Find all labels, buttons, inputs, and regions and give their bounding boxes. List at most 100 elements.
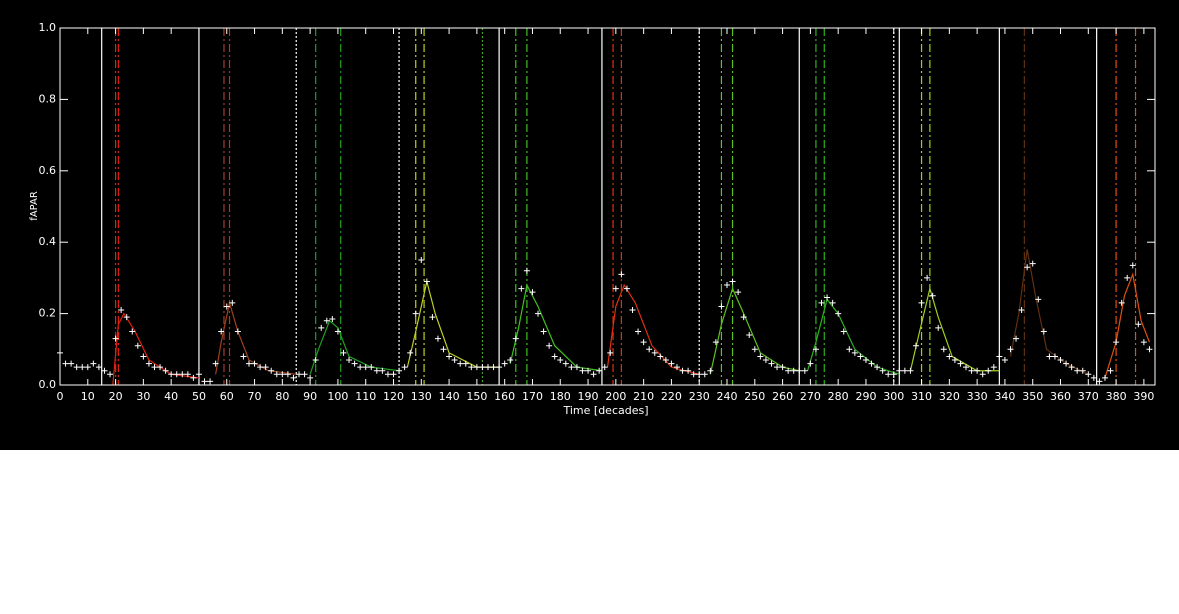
data-point (668, 360, 675, 367)
x-tick-label: 40 (164, 390, 178, 403)
data-point (423, 278, 430, 285)
data-point (507, 357, 514, 364)
data-point (357, 364, 364, 371)
data-point (107, 371, 114, 378)
data-point (690, 371, 697, 378)
data-point (95, 364, 102, 371)
x-tick-label: 240 (717, 390, 738, 403)
data-point (885, 371, 892, 378)
x-tick-label: 370 (1078, 390, 1099, 403)
x-tick-label: 140 (439, 390, 460, 403)
data-point (73, 364, 80, 371)
data-point (390, 371, 397, 378)
data-point (379, 367, 386, 374)
data-point (874, 364, 881, 371)
data-point (145, 360, 152, 367)
data-point (1013, 335, 1020, 342)
data-point (84, 364, 91, 371)
data-point (712, 339, 719, 346)
x-tick-label: 350 (1022, 390, 1043, 403)
data-point (979, 371, 986, 378)
data-point (829, 299, 836, 306)
data-point (134, 342, 141, 349)
data-point (1051, 353, 1058, 360)
data-point (596, 367, 603, 374)
data-point (718, 303, 725, 310)
data-point (740, 314, 747, 321)
data-point (384, 371, 391, 378)
data-point (1024, 264, 1031, 271)
data-point (568, 364, 575, 371)
data-point (907, 367, 914, 374)
data-point (490, 364, 497, 371)
data-point (851, 349, 858, 356)
data-point (229, 299, 236, 306)
data-point (1007, 346, 1014, 353)
data-point (996, 353, 1003, 360)
data-point (685, 367, 692, 374)
x-tick-label: 60 (220, 390, 234, 403)
data-point (512, 335, 519, 342)
x-tick-label: 130 (411, 390, 432, 403)
data-point (824, 294, 831, 301)
x-axis-label: Time [decades] (562, 404, 648, 417)
data-point (1107, 367, 1114, 374)
x-tick-label: 250 (744, 390, 765, 403)
data-point (218, 328, 225, 335)
x-tick-label: 120 (383, 390, 404, 403)
data-point (129, 328, 136, 335)
data-point (940, 346, 947, 353)
data-point (1057, 357, 1064, 364)
data-point (207, 378, 214, 385)
data-point (251, 360, 258, 367)
x-tick-label: 100 (327, 390, 348, 403)
data-point (1035, 296, 1042, 303)
y-tick-label: 0.6 (39, 164, 57, 177)
data-point (90, 360, 97, 367)
data-point (562, 360, 569, 367)
data-point (118, 307, 125, 314)
data-point (929, 292, 936, 299)
x-tick-label: 230 (689, 390, 710, 403)
x-tick-label: 0 (57, 390, 64, 403)
x-tick-label: 20 (109, 390, 123, 403)
data-point (195, 371, 202, 378)
data-point (601, 364, 608, 371)
data-point (801, 367, 808, 374)
data-point (762, 357, 769, 364)
data-point (162, 367, 169, 374)
data-point (629, 307, 636, 314)
data-point (368, 364, 375, 371)
data-point (140, 353, 147, 360)
data-point (279, 371, 286, 378)
data-point (768, 360, 775, 367)
data-point (701, 371, 708, 378)
data-point (518, 285, 525, 292)
data-point (429, 314, 436, 321)
data-point (1001, 357, 1008, 364)
data-point (329, 315, 336, 322)
data-point (1063, 360, 1070, 367)
data-point (484, 364, 491, 371)
data-point (1090, 374, 1097, 381)
data-point (523, 267, 530, 274)
data-point (468, 364, 475, 371)
data-point (1113, 339, 1120, 346)
data-point (479, 364, 486, 371)
data-point (573, 364, 580, 371)
data-point (935, 324, 942, 331)
data-point (618, 271, 625, 278)
x-tick-label: 340 (994, 390, 1015, 403)
data-point (840, 328, 847, 335)
x-tick-label: 80 (275, 390, 289, 403)
data-point (912, 342, 919, 349)
data-point (557, 357, 564, 364)
data-point (1074, 367, 1081, 374)
data-point (835, 310, 842, 317)
data-point (590, 371, 597, 378)
x-tick-label: 110 (355, 390, 376, 403)
data-point (496, 364, 503, 371)
data-point (451, 357, 458, 364)
data-point (662, 357, 669, 364)
x-tick-label: 310 (911, 390, 932, 403)
